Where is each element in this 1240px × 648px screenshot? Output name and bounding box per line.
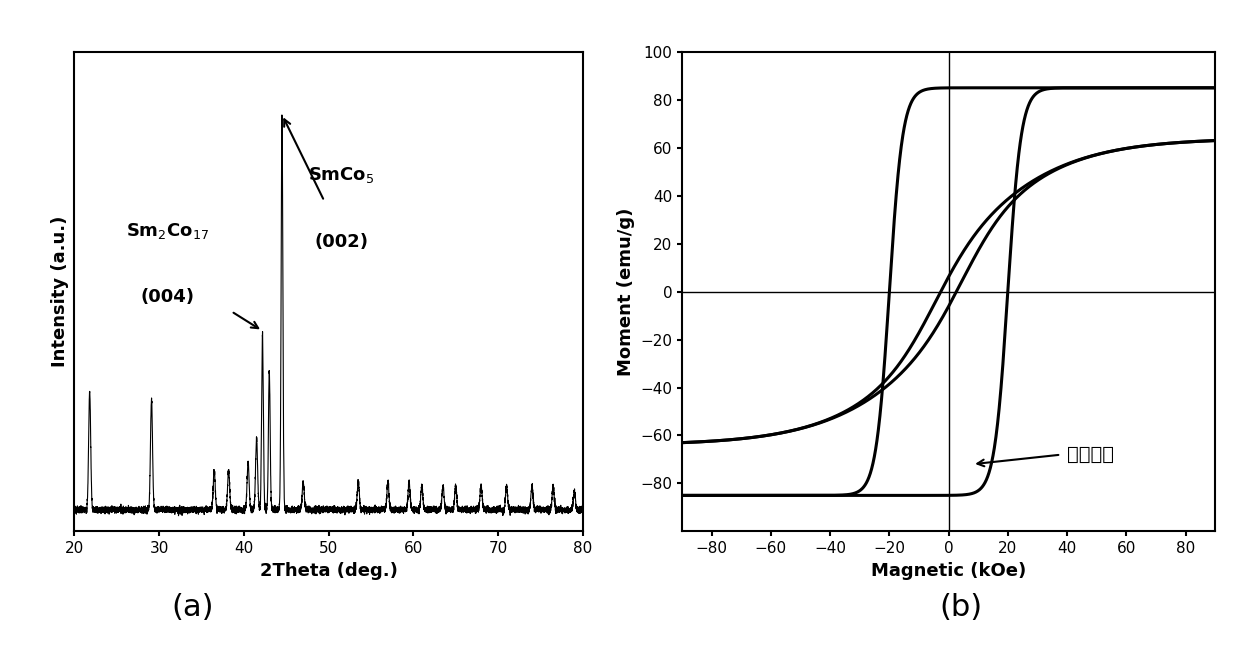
X-axis label: Magnetic (kOe): Magnetic (kOe) — [870, 562, 1027, 580]
Y-axis label: Intensity (a.u.): Intensity (a.u.) — [51, 216, 69, 367]
Text: (002): (002) — [314, 233, 368, 251]
Text: 取向方向: 取向方向 — [1068, 445, 1114, 464]
Text: Sm$_2$Co$_{17}$: Sm$_2$Co$_{17}$ — [126, 220, 210, 240]
Text: SmCo$_5$: SmCo$_5$ — [308, 165, 374, 185]
Text: (004): (004) — [140, 288, 195, 306]
Y-axis label: Moment (emu/g): Moment (emu/g) — [616, 207, 635, 376]
X-axis label: 2Theta (deg.): 2Theta (deg.) — [259, 562, 398, 580]
Text: (b): (b) — [940, 593, 982, 621]
Text: (a): (a) — [171, 593, 213, 621]
